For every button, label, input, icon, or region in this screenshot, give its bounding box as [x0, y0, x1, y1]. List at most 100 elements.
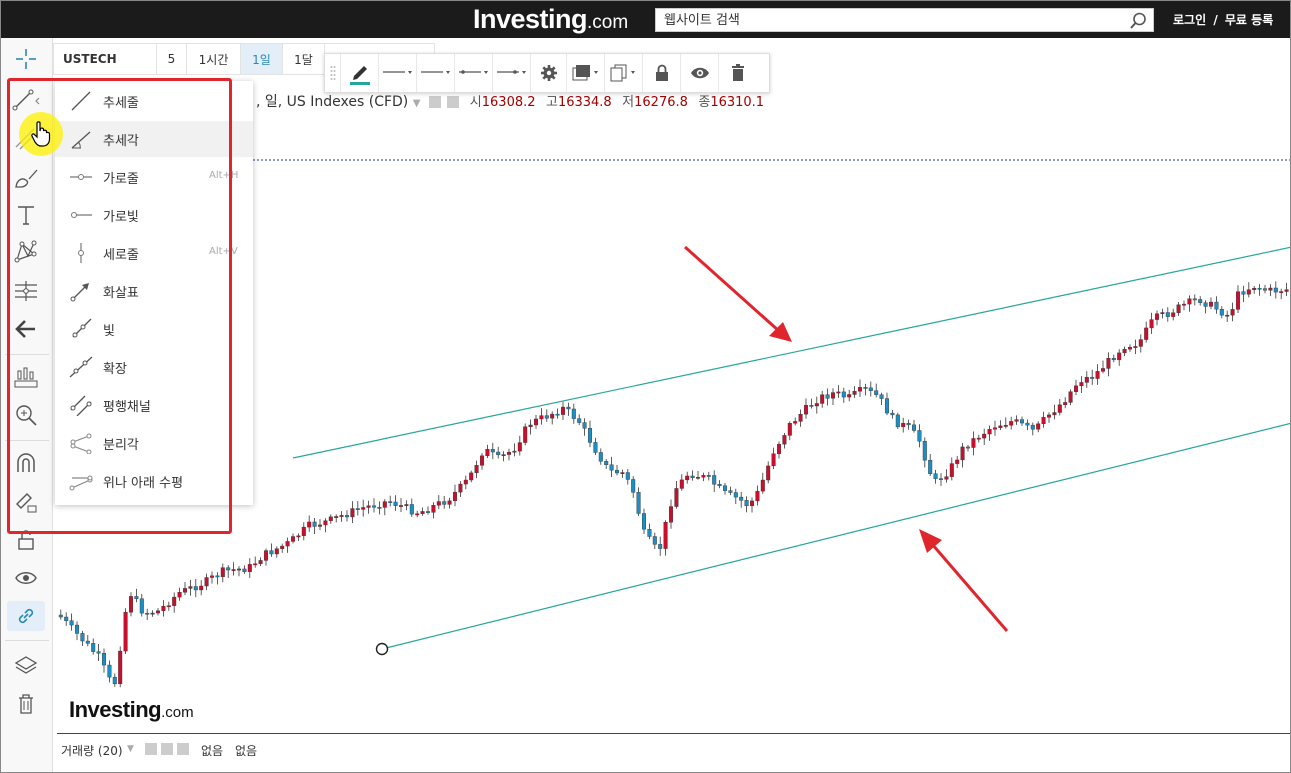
trend-line-tool[interactable]: [7, 85, 45, 115]
line-style-button[interactable]: [417, 54, 455, 92]
register-link[interactable]: 무료 등록: [1224, 13, 1274, 27]
menu-item-label: 분리각: [103, 438, 139, 453]
menu-item-label: 화살표: [103, 286, 139, 301]
menu-item-label: 평행채널: [103, 400, 151, 415]
annotation-arrow-top: [684, 245, 792, 342]
volume-close-icon[interactable]: [177, 743, 189, 755]
menu-item-shortcut: Alt+H: [209, 170, 239, 181]
channel-lower-line[interactable]: [381, 422, 1291, 650]
channel-anchor-handle[interactable]: [375, 642, 389, 656]
search-input[interactable]: [656, 9, 1116, 32]
lock-tool[interactable]: [7, 525, 45, 555]
settings-button[interactable]: [531, 54, 567, 92]
volume-pane-header: 거래량 (20) ▼ 없음 없음: [57, 733, 1290, 772]
pattern-icon: [14, 240, 37, 263]
channel-upper-line[interactable]: [292, 246, 1291, 459]
menu-item-horizontal-line[interactable]: 가로줄 Alt+H: [55, 159, 253, 195]
price-chart[interactable]: [57, 81, 1291, 735]
arrow-left-icon: [15, 320, 35, 338]
menu-item-flat-top-bottom[interactable]: 위나 아래 수평: [55, 463, 253, 499]
prediction-tool[interactable]: [7, 276, 45, 306]
pencil-lock-icon: [16, 493, 37, 513]
annotation-arrow-bottom: [919, 529, 1009, 632]
line-start-button[interactable]: [455, 54, 493, 92]
search-icon[interactable]: [1129, 12, 1147, 30]
legend-title: , 일, US Indexes (CFD): [256, 94, 409, 110]
visual-order-button[interactable]: [567, 54, 605, 92]
volume-dropdown-icon[interactable]: ▼: [127, 744, 134, 754]
horizontal-ray-icon: [71, 212, 92, 218]
menu-item-vertical-line[interactable]: 세로줄 Alt+V: [55, 235, 253, 271]
close-value: 16310.1: [710, 95, 765, 110]
menu-item-extended-line[interactable]: 확장: [55, 349, 253, 385]
line-color-button[interactable]: [341, 54, 379, 92]
menu-item-label: 위나 아래 수평: [103, 476, 184, 491]
stay-drawing-tool[interactable]: [7, 487, 45, 517]
horizontal-line-icon: [70, 174, 92, 180]
chart-legend: , 일, US Indexes (CFD) ▼ 시16308.2 고16334.…: [256, 91, 764, 111]
brush-tool[interactable]: [7, 164, 45, 194]
menu-item-label: 빛: [103, 324, 115, 339]
text-tool[interactable]: [7, 200, 45, 230]
trend-line-icon: [12, 89, 40, 111]
line-style-icon: [420, 71, 450, 74]
layers-icon: [14, 656, 38, 674]
gear-icon: [540, 65, 557, 81]
site-logo[interactable]: Investing.com: [473, 4, 629, 34]
back-tool[interactable]: [7, 314, 45, 344]
site-header: Investing.com 로그인 / 무료 등록: [1, 1, 1290, 38]
interval-1d[interactable]: 1일: [241, 43, 283, 75]
volume-value-2: 없음: [235, 744, 258, 758]
menu-item-horizontal-ray[interactable]: 가로빛: [55, 197, 253, 233]
symbol-input[interactable]: USTECH: [53, 43, 157, 75]
volume-label: 거래량 (20): [61, 744, 123, 758]
remove-drawings-tool[interactable]: [7, 689, 45, 719]
line-properties-toolbar: [324, 53, 770, 93]
lock-drawing-button[interactable]: [643, 54, 681, 92]
interval-5[interactable]: 5: [157, 43, 187, 75]
crosshair-tool[interactable]: [7, 44, 45, 74]
visibility-tool[interactable]: [7, 563, 45, 593]
menu-item-label: 추세줄: [103, 96, 139, 111]
menu-item-shortcut: Alt+V: [209, 246, 238, 257]
drag-handle[interactable]: [325, 54, 341, 92]
line-start-icon: [458, 70, 488, 74]
trash-icon: [732, 64, 744, 81]
legend-settings-icon[interactable]: [428, 96, 441, 108]
high-label: 고: [545, 95, 558, 110]
pattern-tool[interactable]: [7, 237, 45, 267]
link-tool[interactable]: [7, 601, 45, 631]
line-width-button[interactable]: [379, 54, 417, 92]
magnet-icon: [17, 453, 35, 472]
line-width-icon: [382, 71, 412, 74]
lock-icon: [655, 64, 668, 81]
interval-1m[interactable]: 1달: [283, 43, 325, 75]
legend-close-icon[interactable]: [447, 96, 460, 108]
menu-item-ray[interactable]: 빛: [55, 311, 253, 347]
clone-button[interactable]: [605, 54, 643, 92]
layers-tool[interactable]: [7, 651, 45, 681]
menu-item-trend-line[interactable]: 추세줄: [55, 83, 253, 119]
measure-tool[interactable]: [7, 362, 45, 392]
magnet-tool[interactable]: [7, 449, 45, 479]
legend-dropdown-icon[interactable]: ▼: [412, 98, 421, 109]
eye-icon: [690, 67, 709, 79]
volume-visibility-icon[interactable]: [145, 743, 157, 755]
site-search: [655, 8, 1154, 32]
menu-item-parallel-channel[interactable]: 평행채널: [55, 387, 253, 423]
hide-drawing-button[interactable]: [681, 54, 719, 92]
interval-1h[interactable]: 1시간: [187, 43, 241, 75]
low-label: 저: [622, 95, 635, 110]
hand-cursor-icon: [31, 121, 51, 147]
menu-item-trend-angle[interactable]: 추세각: [55, 121, 253, 157]
line-end-icon: [496, 70, 526, 74]
menu-item-arrow-line[interactable]: 화살표: [55, 273, 253, 309]
login-link[interactable]: 로그인: [1173, 13, 1207, 27]
delete-drawing-button[interactable]: [719, 54, 757, 92]
volume-settings-icon[interactable]: [161, 743, 173, 755]
menu-item-disjoint-angle[interactable]: 분리각: [55, 425, 253, 461]
lock-icon: [18, 530, 34, 550]
zoom-tool[interactable]: [7, 400, 45, 430]
line-end-button[interactable]: [493, 54, 531, 92]
